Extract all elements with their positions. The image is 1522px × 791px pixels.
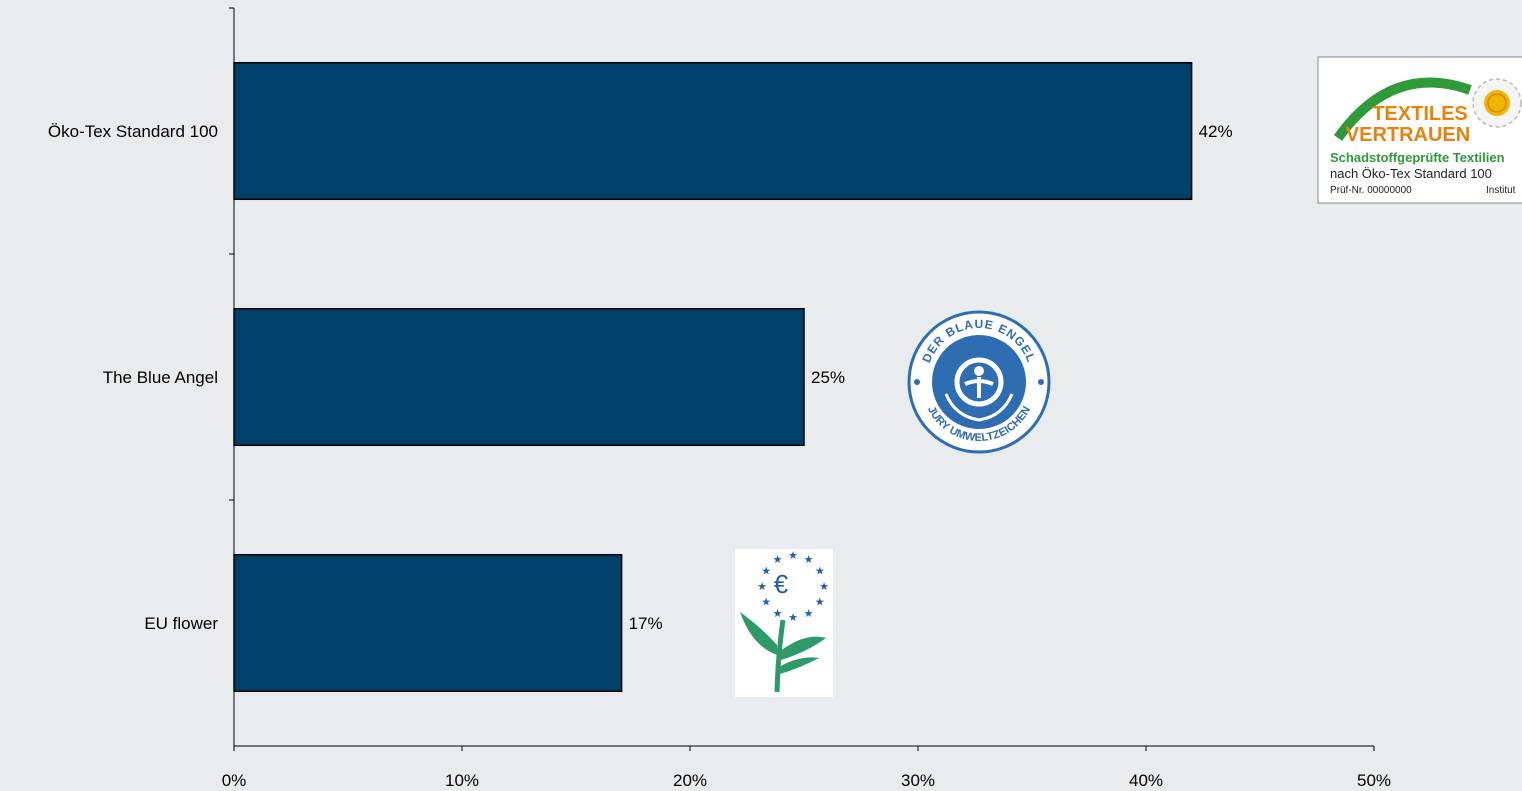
star-icon: ★ — [773, 608, 783, 620]
star-icon: ★ — [815, 597, 825, 609]
eu-stars-icon: ★ ★★★★★★★★★★★ — [757, 550, 829, 624]
category-label: EU flower — [144, 614, 218, 633]
oeko-tex-line4: nach Öko-Tex Standard 100 — [1330, 166, 1492, 181]
eu-leaf-left-icon — [740, 612, 777, 655]
star-icon: ★ — [761, 566, 771, 578]
star-icon: ★ — [761, 597, 771, 609]
oeko-tex-logo: TEXTILES VERTRAUEN Schadstoffgeprüfte Te… — [1317, 56, 1522, 204]
chart-axes: 0% 10% 20% 30% 40% 50% — [222, 7, 1391, 790]
bar — [233, 307, 805, 447]
x-tick-label: 30% — [901, 771, 935, 790]
star-icon: ★ — [804, 608, 814, 620]
daisy-icon — [1472, 78, 1522, 128]
bar — [233, 553, 623, 693]
x-tick-label: 0% — [222, 771, 247, 790]
bar — [233, 61, 1193, 201]
star-icon: ★ — [788, 612, 798, 624]
x-tick-label: 20% — [673, 771, 707, 790]
oeko-tex-line2: VERTRAUEN — [1346, 124, 1470, 146]
oeko-tex-line5-institut: Institut — [1486, 185, 1516, 196]
star-icon: ★ — [788, 550, 798, 562]
euro-symbol: € — [774, 569, 789, 599]
star-icon: ★ — [819, 581, 829, 593]
value-label: 42% — [1199, 122, 1233, 141]
x-tick-label: 40% — [1129, 771, 1163, 790]
oeko-tex-line5-number: Prüf-Nr. 00000000 — [1330, 185, 1412, 196]
x-tick-label: 50% — [1357, 771, 1391, 790]
category-label: The Blue Angel — [103, 368, 218, 387]
eu-leaf-right-lower-icon — [779, 657, 819, 674]
oeko-tex-line1: TEXTILES — [1372, 103, 1468, 125]
value-label: 17% — [629, 614, 663, 633]
star-icon: ★ — [804, 554, 814, 566]
chart-marks: Öko-Tex Standard 100 42% The Blue Angel 25%… — [48, 61, 1233, 693]
oeko-tex-line3: Schadstoffgeprüfte Textilien — [1330, 150, 1505, 165]
star-icon: ★ — [815, 566, 825, 578]
category-label: Öko-Tex Standard 100 — [48, 122, 218, 141]
star-icon: ★ — [773, 554, 783, 566]
x-tick-label: 10% — [445, 771, 479, 790]
eu-leaf-right-icon — [779, 636, 826, 660]
value-label: 25% — [811, 368, 845, 387]
eu-stem-icon — [774, 619, 786, 693]
eu-flower-logo: ★ ★★★★★★★★★★★ € — [735, 549, 833, 697]
blue-angel-logo: DER BLAUE ENGEL JURY UMWELTZEICHEN — [907, 310, 1051, 454]
star-icon: ★ — [757, 581, 767, 593]
